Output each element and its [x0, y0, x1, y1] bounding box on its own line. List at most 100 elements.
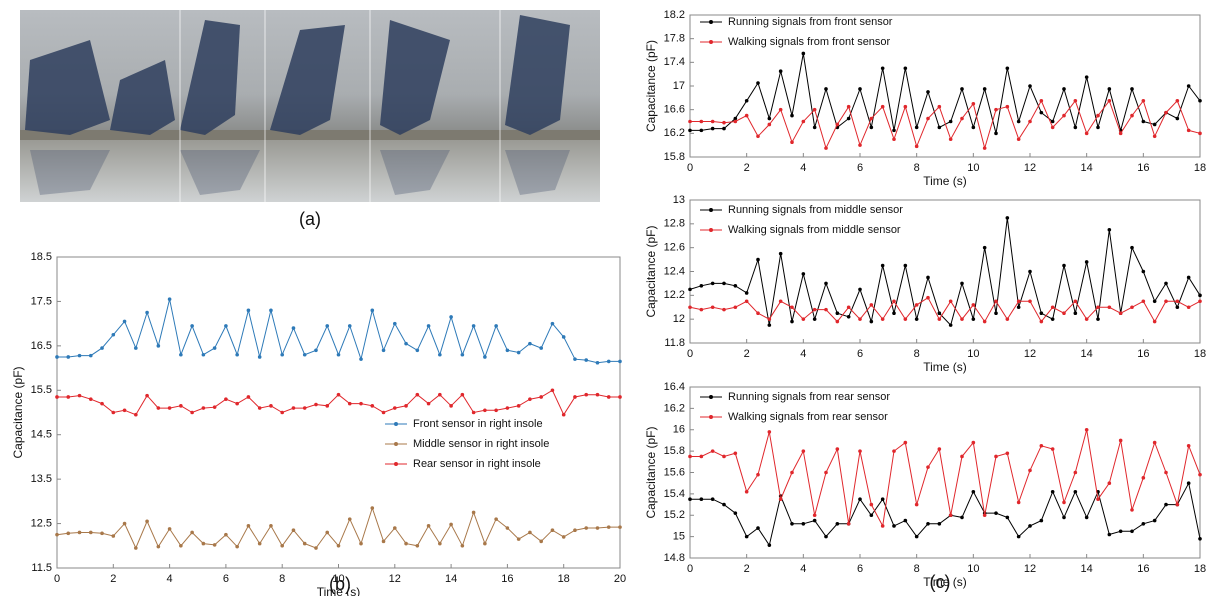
data-point — [1096, 125, 1100, 130]
plot-frame — [689, 199, 1201, 344]
data-point — [347, 401, 352, 406]
data-point — [1107, 87, 1112, 91]
data-point — [1084, 427, 1089, 432]
data-point — [1186, 305, 1191, 310]
y-tick-label: 12.4 — [664, 265, 685, 277]
x-tick-label: 8 — [914, 348, 920, 360]
data-point — [982, 319, 987, 324]
data-point — [778, 497, 783, 502]
data-point — [1118, 529, 1123, 534]
data-point — [561, 412, 566, 417]
data-point — [1175, 502, 1180, 507]
data-point — [370, 308, 375, 313]
y-tick-label: 16 — [673, 424, 685, 436]
data-point — [1073, 98, 1078, 103]
data-point — [1073, 470, 1078, 475]
data-point — [66, 355, 71, 359]
x-tick-label: 12 — [1024, 563, 1036, 575]
data-point — [1096, 317, 1100, 321]
data-point — [744, 489, 749, 494]
data-point — [1186, 275, 1191, 280]
data-point — [618, 359, 622, 364]
data-point — [550, 388, 555, 393]
data-point — [336, 392, 341, 397]
data-point — [1152, 122, 1157, 127]
data-point — [801, 522, 806, 526]
x-tick-label: 14 — [1081, 348, 1093, 360]
data-point — [1130, 87, 1134, 91]
data-point — [381, 410, 386, 415]
data-point — [1039, 518, 1044, 523]
data-point — [471, 410, 476, 415]
legend-label: Walking signals from middle sensor — [728, 224, 901, 236]
data-point — [1107, 98, 1112, 103]
series-line — [689, 217, 1201, 327]
data-point — [235, 544, 239, 549]
data-point — [584, 358, 589, 362]
y-tick-label: 11.5 — [31, 562, 52, 574]
data-point — [903, 66, 908, 71]
data-point — [790, 113, 794, 118]
data-point — [824, 87, 828, 91]
data-point — [347, 517, 352, 521]
data-point — [246, 523, 251, 528]
data-point — [869, 513, 874, 518]
data-point — [415, 392, 420, 397]
data-point — [1005, 515, 1010, 520]
data-point — [722, 502, 726, 507]
data-point — [1084, 131, 1089, 136]
data-point — [892, 524, 896, 528]
data-point — [1039, 443, 1044, 448]
data-point — [1039, 98, 1044, 103]
legend-label: Running signals from rear sensor — [728, 391, 890, 403]
data-point — [156, 544, 161, 549]
data-point — [1141, 476, 1146, 480]
x-tick-label: 4 — [800, 348, 806, 360]
data-point — [494, 324, 498, 328]
data-point — [835, 447, 840, 451]
data-point — [858, 87, 862, 91]
data-point — [926, 295, 930, 300]
data-point — [77, 530, 82, 535]
data-point — [960, 116, 964, 121]
data-point — [948, 137, 953, 142]
data-point — [88, 530, 93, 535]
data-point — [179, 404, 183, 408]
data-point — [812, 107, 817, 112]
data-point — [960, 515, 964, 520]
y-tick-label: 16.2 — [664, 127, 685, 139]
series-line — [690, 429, 1201, 528]
x-tick-label: 12 — [1024, 348, 1036, 360]
data-point — [767, 323, 772, 327]
data-point — [744, 291, 749, 295]
data-point — [1028, 269, 1032, 274]
data-point — [1152, 440, 1157, 445]
data-point — [722, 281, 726, 286]
data-point — [88, 353, 93, 358]
data-point — [1164, 299, 1168, 304]
data-point — [1141, 98, 1146, 103]
data-point — [1005, 66, 1010, 71]
data-point — [246, 308, 251, 313]
caption: (c) — [930, 572, 951, 592]
data-point — [801, 51, 806, 56]
data-point — [550, 321, 555, 326]
data-point — [892, 449, 896, 453]
data-point — [812, 307, 817, 312]
data-point — [302, 352, 307, 357]
data-point — [767, 122, 772, 127]
data-point — [824, 281, 828, 286]
data-point — [359, 541, 363, 546]
data-point — [291, 528, 296, 533]
data-point — [336, 352, 341, 357]
data-point — [606, 359, 611, 364]
data-point — [710, 305, 715, 310]
data-point — [291, 326, 296, 330]
data-point — [167, 527, 172, 531]
data-point — [914, 144, 919, 149]
x-tick-label: 12 — [1024, 162, 1036, 174]
data-point — [212, 543, 217, 547]
data-point — [699, 307, 704, 312]
data-point — [1107, 305, 1112, 310]
